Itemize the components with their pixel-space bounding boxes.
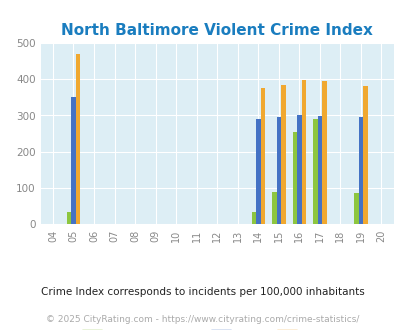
Bar <box>292 132 296 224</box>
Bar <box>276 117 280 224</box>
Bar <box>321 82 326 224</box>
Title: North Baltimore Violent Crime Index: North Baltimore Violent Crime Index <box>61 22 372 38</box>
Bar <box>358 117 362 224</box>
Bar <box>312 119 317 224</box>
Bar <box>353 193 358 224</box>
Legend: North Baltimore, Ohio, National: North Baltimore, Ohio, National <box>77 324 357 330</box>
Text: Crime Index corresponds to incidents per 100,000 inhabitants: Crime Index corresponds to incidents per… <box>41 287 364 297</box>
Bar <box>256 119 260 224</box>
Bar <box>317 116 321 224</box>
Bar <box>362 86 367 224</box>
Bar <box>260 88 264 224</box>
Bar <box>296 115 301 224</box>
Text: © 2025 CityRating.com - https://www.cityrating.com/crime-statistics/: © 2025 CityRating.com - https://www.city… <box>46 315 359 324</box>
Bar <box>301 80 305 224</box>
Bar <box>280 85 285 224</box>
Bar <box>251 212 256 224</box>
Bar <box>66 212 71 224</box>
Bar <box>75 54 80 224</box>
Bar <box>71 97 75 224</box>
Bar <box>271 192 276 224</box>
